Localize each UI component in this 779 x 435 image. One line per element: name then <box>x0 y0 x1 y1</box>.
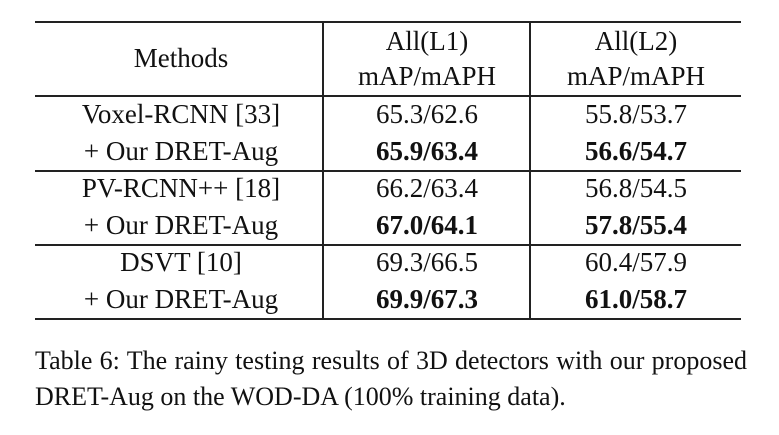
value-cell: 61.0/58.7 <box>584 284 688 314</box>
value-cell: 56.8/54.5 <box>584 173 688 203</box>
method-cell: + Our DRET-Aug <box>83 284 279 314</box>
caption: Table 6: The rainy testing results of 3D… <box>35 346 747 411</box>
method-cell: Voxel-RCNN [33] <box>81 99 281 129</box>
value-cell: 60.4/57.9 <box>584 247 688 277</box>
value-cell: 69.9/67.3 <box>375 284 479 314</box>
method-cell: PV-RCNN++ [18] <box>81 173 281 203</box>
header-cell: mAP/mAPH <box>566 61 706 91</box>
bottom-rule <box>35 318 741 320</box>
method-cell: + Our DRET-Aug <box>83 210 279 240</box>
value-cell: 65.9/63.4 <box>375 136 479 166</box>
top-rule <box>35 21 741 23</box>
column-divider <box>322 22 324 319</box>
value-cell: 67.0/64.1 <box>375 210 479 240</box>
rule <box>35 244 741 246</box>
header-cell: All(L2) <box>594 26 678 56</box>
value-cell: 57.8/55.4 <box>584 210 688 240</box>
rule <box>35 170 741 172</box>
value-cell: 55.8/53.7 <box>584 99 688 129</box>
header-methods: Methods <box>133 43 229 73</box>
header-cell: mAP/mAPH <box>357 61 497 91</box>
column-divider <box>529 22 531 319</box>
value-cell: 56.6/54.7 <box>584 136 688 166</box>
value-cell: 69.3/66.5 <box>375 247 479 277</box>
method-cell: DSVT [10] <box>120 247 242 277</box>
rule <box>35 95 741 97</box>
value-cell: 65.3/62.6 <box>375 99 479 129</box>
header-cell: All(L1) <box>385 26 469 56</box>
method-cell: + Our DRET-Aug <box>83 136 279 166</box>
value-cell: 66.2/63.4 <box>375 173 479 203</box>
